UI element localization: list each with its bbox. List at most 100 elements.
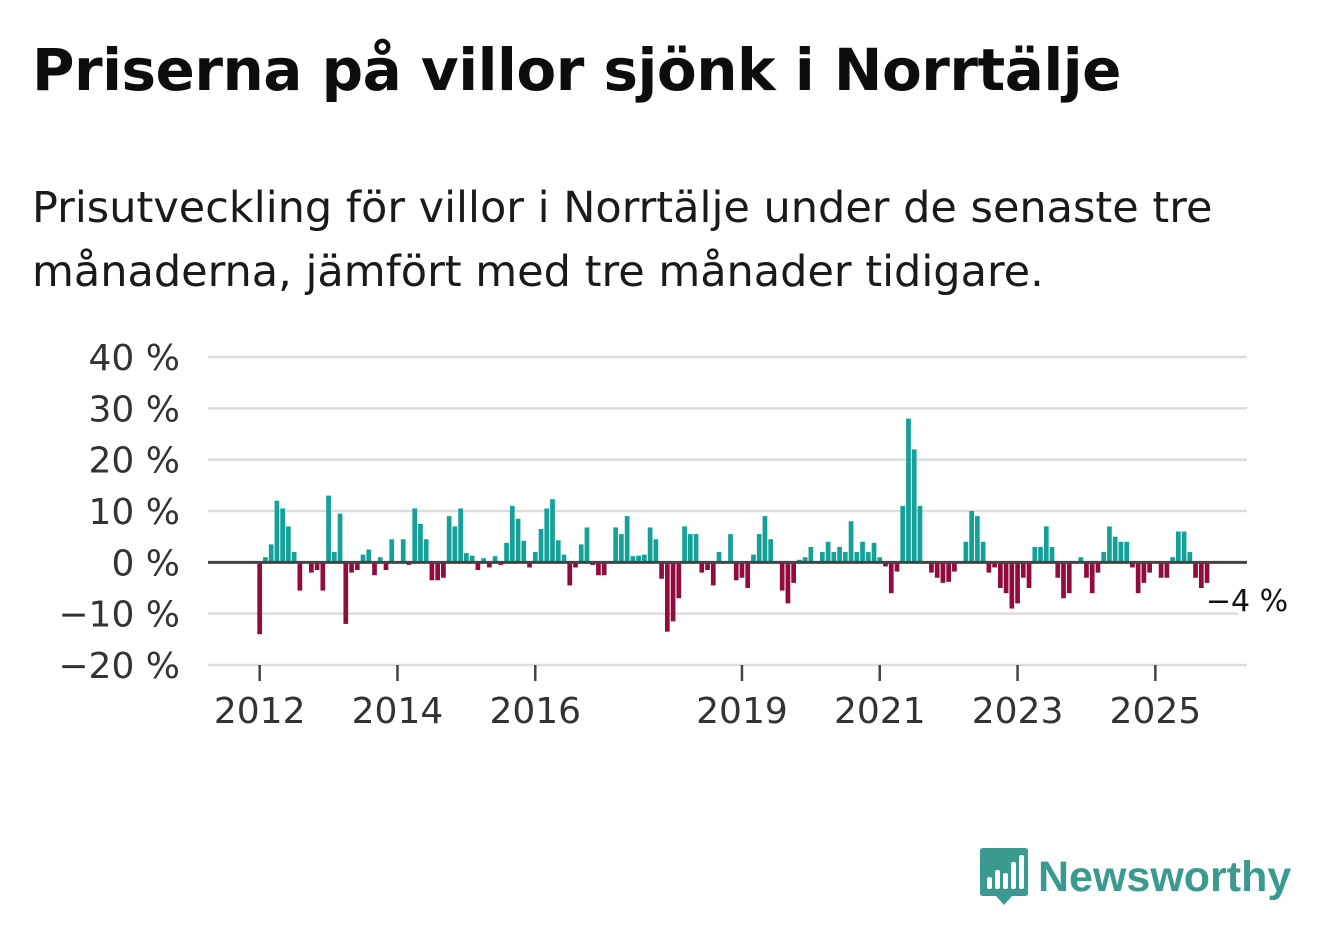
bar [1147,562,1152,573]
x-tick-label: 2014 [352,691,444,732]
bar [446,516,452,563]
bar [659,562,664,579]
bar [354,562,360,571]
bar [906,418,911,563]
bar [521,540,527,563]
bar [751,554,756,563]
bar [515,518,521,563]
bar [1066,562,1072,594]
bar [716,552,722,563]
bar [389,539,395,563]
bar [728,534,733,563]
bar [435,562,441,581]
bar [785,562,791,604]
x-tick-label: 2023 [972,691,1064,732]
bar [1038,546,1043,563]
bar [1032,546,1038,563]
bar [1026,562,1032,588]
bar [756,534,762,563]
bar [894,562,900,572]
bar [343,562,349,624]
x-tick-label: 2012 [214,691,306,732]
bar [854,552,860,563]
bar [624,516,630,563]
x-tick-label: 2021 [834,691,926,732]
bar [291,552,297,563]
bar [349,562,354,573]
bar [1124,541,1130,563]
bar [1049,546,1055,563]
bar [900,505,906,563]
bar [963,541,969,563]
bar [670,562,676,622]
x-tick-label: 2016 [489,691,581,732]
bar [509,505,515,563]
bar [1204,562,1210,583]
bar [555,540,561,563]
bar [1015,562,1020,604]
bar [423,539,429,563]
bar [383,562,389,571]
bar [980,541,986,563]
bar [1078,557,1084,563]
bar [768,539,774,563]
bar [584,527,590,563]
bar [929,562,934,573]
bar [452,526,458,563]
bar [1158,562,1164,578]
bar [1061,562,1066,599]
bar [883,562,888,567]
bar [1089,562,1095,594]
last-value-label: −4 % [1206,584,1288,619]
bars [257,418,1210,635]
y-tick-label: 30 % [89,389,180,430]
y-tick-label: −10 % [58,595,180,636]
bar [877,557,883,563]
bar [1112,536,1118,563]
bar [573,562,578,568]
bar [458,508,463,563]
bar [808,546,814,563]
x-tick-label: 2019 [696,691,788,732]
bar [1118,541,1124,563]
bar [257,562,263,635]
bar [1095,562,1101,573]
bar [326,495,331,563]
bar [1101,552,1107,563]
bar [475,562,481,571]
bar [366,549,372,563]
bar [1003,562,1009,594]
bar [613,527,619,563]
bar [274,500,280,563]
bar [1009,562,1015,609]
bar [337,513,343,563]
bar [1020,562,1026,578]
bar [268,544,274,563]
bar [532,552,538,563]
bar [1175,531,1181,563]
bar [486,562,492,568]
bar [699,562,705,573]
bar [538,528,544,563]
bar [934,562,940,578]
bar [630,556,636,563]
bar [802,557,808,563]
bar [504,542,509,563]
bar [739,562,745,578]
bar [986,562,992,573]
bar [705,562,710,571]
y-axis-labels: 40 % 30 % 20 % 10 % 0 % −10 % −20 % [58,338,180,687]
bar [1055,562,1061,578]
bar [320,562,326,591]
x-tick-label: 2025 [1110,691,1202,732]
chart-subtitle: Prisutveckling för villor i Norrtälje un… [32,183,1213,297]
bar [842,552,848,563]
gridlines [208,355,1247,667]
bar [429,562,435,581]
bar [940,562,946,583]
bar [642,554,647,563]
y-tick-label: 0 % [111,543,180,584]
bar [360,554,366,563]
bar [1193,562,1198,578]
bar [596,562,601,576]
